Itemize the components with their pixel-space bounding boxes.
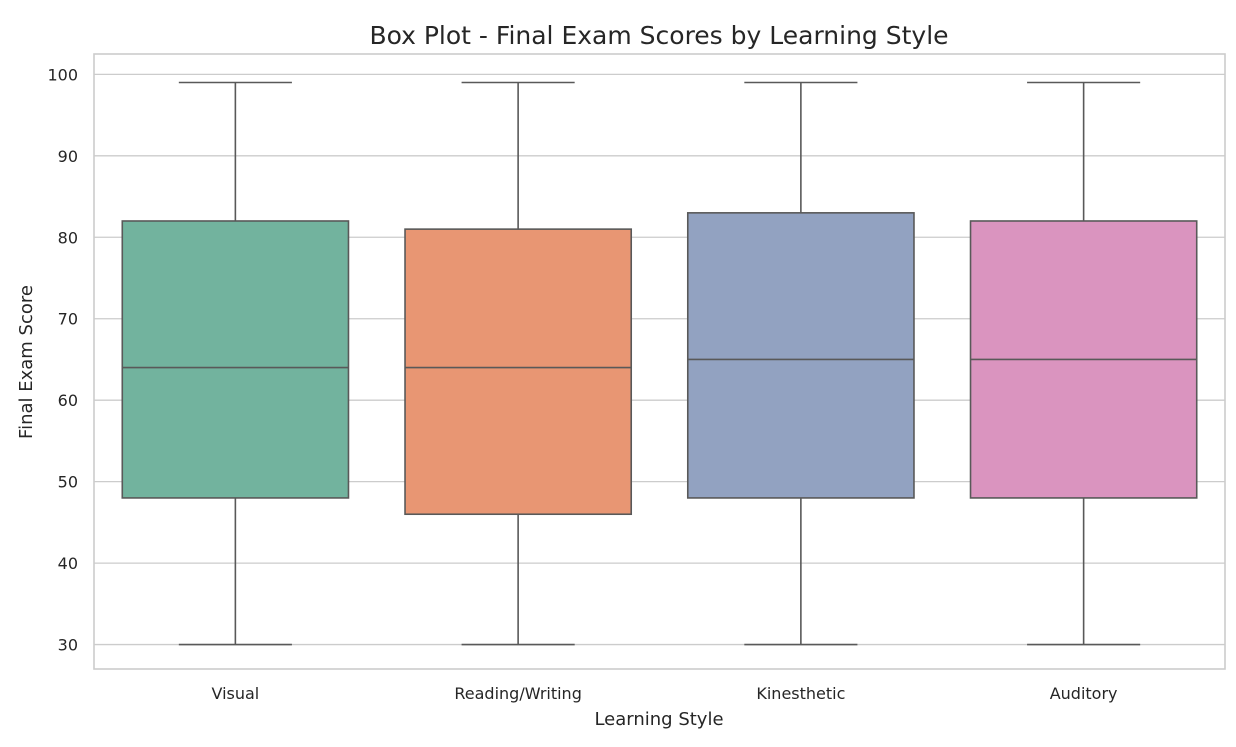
y-tick-label-30: 30 (58, 636, 78, 655)
y-tick-label-40: 40 (58, 554, 78, 573)
box-iqr (686, 212, 915, 499)
y-tick-label-60: 60 (58, 391, 78, 410)
box-iqr (121, 220, 350, 499)
x-tick-label-visual: Visual (211, 684, 259, 703)
plot-frame (93, 53, 1226, 670)
x-axis-label: Learning Style (594, 709, 723, 730)
x-tick-label-reading-writing: Reading/Writing (454, 684, 581, 703)
y-tick-label-70: 70 (58, 310, 78, 329)
box-group-visual (121, 81, 350, 646)
x-tick-labels: Visual Reading/Writing Kinesthetic Auditory (211, 684, 1117, 703)
box-group-kinesthetic (686, 81, 915, 646)
y-axis-label: Final Exam Score (16, 285, 37, 439)
y-tick-label-90: 90 (58, 147, 78, 166)
y-tick-label-80: 80 (58, 228, 78, 247)
box-group-reading-writing (404, 81, 633, 646)
y-tick-labels: 30 40 50 60 70 80 90 100 (47, 65, 78, 654)
x-tick-label-kinesthetic: Kinesthetic (756, 684, 845, 703)
y-tick-label-50: 50 (58, 473, 78, 492)
x-tick-label-auditory: Auditory (1050, 684, 1118, 703)
box-group-auditory (969, 81, 1198, 646)
box-layer (121, 81, 1198, 646)
box-iqr (404, 228, 633, 516)
y-tick-label-100: 100 (47, 65, 78, 84)
chart-title: Box Plot - Final Exam Scores by Learning… (369, 21, 948, 50)
